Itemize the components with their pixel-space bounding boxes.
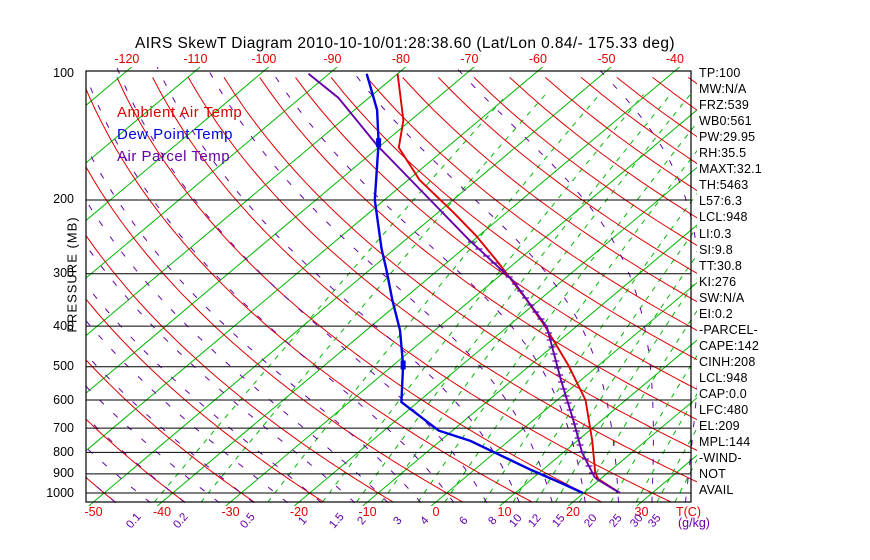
temp-tick-top-label: -50 [597,52,616,66]
stat-line: EL:209 [699,419,740,434]
temp-tick-top-label: -90 [323,52,342,66]
stat-line: MAXT:32.1 [699,162,762,177]
temp-tick-bottom-label: 20 [566,505,580,519]
legend-air-parcel-temp: Air Parcel Temp [117,148,231,165]
stat-line: SI:9.8 [699,242,733,257]
pressure-tick-label: 100 [53,66,74,81]
mixing-ratio-axis-unit-label: (g/kg) [678,516,710,530]
pressure-tick-label: 900 [53,466,74,481]
stat-line: LI:0.3 [699,226,732,241]
stat-line: SW:N/A [699,290,745,305]
legend-ambient-air-temp: Ambient Air Temp [117,104,243,121]
temp-tick-top-label: -40 [665,52,684,66]
temp-axis-unit-label: T(C) [676,505,701,519]
stat-line: WB0:561 [699,114,752,129]
temp-tick-bottom-label: 30 [634,505,649,519]
temp-tick-bottom-label: -50 [84,505,103,519]
pressure-tick-label: 300 [53,266,74,281]
temp-tick-bottom-label: -30 [221,505,240,519]
stat-line: -WIND- [699,451,742,466]
temp-tick-bottom-label: -40 [152,505,172,519]
stat-line: LFC:480 [699,403,749,418]
pressure-tick-label: 1000 [46,485,74,500]
stat-line: CAP:0.0 [699,387,747,401]
pressure-tick-label: 500 [53,359,74,374]
page-title: AIRS SkewT Diagram 2010-10-10/01:28:38.6… [134,35,675,52]
stat-line: CINH:208 [699,354,756,369]
temp-tick-top-label: -60 [528,52,547,66]
temp-tick-bottom-label: 10 [497,505,512,519]
stat-line: CAPE:142 [699,338,759,353]
temp-tick-top-label: -80 [391,52,410,66]
stat-line: LCL:948 [699,210,748,225]
stat-line: MW:N/A [699,82,747,97]
temp-tick-top-label: -100 [251,52,277,66]
stat-line: RH:35.5 [699,146,747,161]
stat-line: TH:5463 [699,178,749,193]
pressure-tick-label: 200 [53,192,74,207]
stat-line: AVAIL [699,483,734,498]
stat-line: FRZ:539 [699,98,750,113]
stat-line: NOT [699,467,726,482]
legend-dew-point-temp: Dew Point Temp [117,126,233,143]
stat-line: -PARCEL- [699,322,759,337]
temp-tick-bottom-label: -20 [289,505,309,519]
pressure-tick-label: 700 [53,420,74,435]
stat-line: LCL:948 [699,370,748,385]
pressure-tick-label: 600 [53,392,74,407]
temp-tick-bottom-label: 0 [432,505,440,519]
pressure-tick-label: 800 [53,444,74,459]
pressure-tick-label: 400 [53,318,74,333]
temp-tick-bottom-label: -10 [358,505,377,519]
stat-line: PW:29.95 [699,130,756,145]
stat-line: EI:0.2 [699,306,733,321]
stat-line: KI:276 [699,274,737,289]
temp-tick-top-label: -120 [114,52,140,66]
stat-line: TP:100 [699,66,741,80]
temp-tick-top-label: -70 [460,52,479,66]
stat-line: TT:30.8 [699,258,743,273]
stat-line: L57:6.3 [699,194,743,209]
stat-line: MPL:144 [699,435,751,450]
temp-tick-top-label: -110 [183,52,208,66]
